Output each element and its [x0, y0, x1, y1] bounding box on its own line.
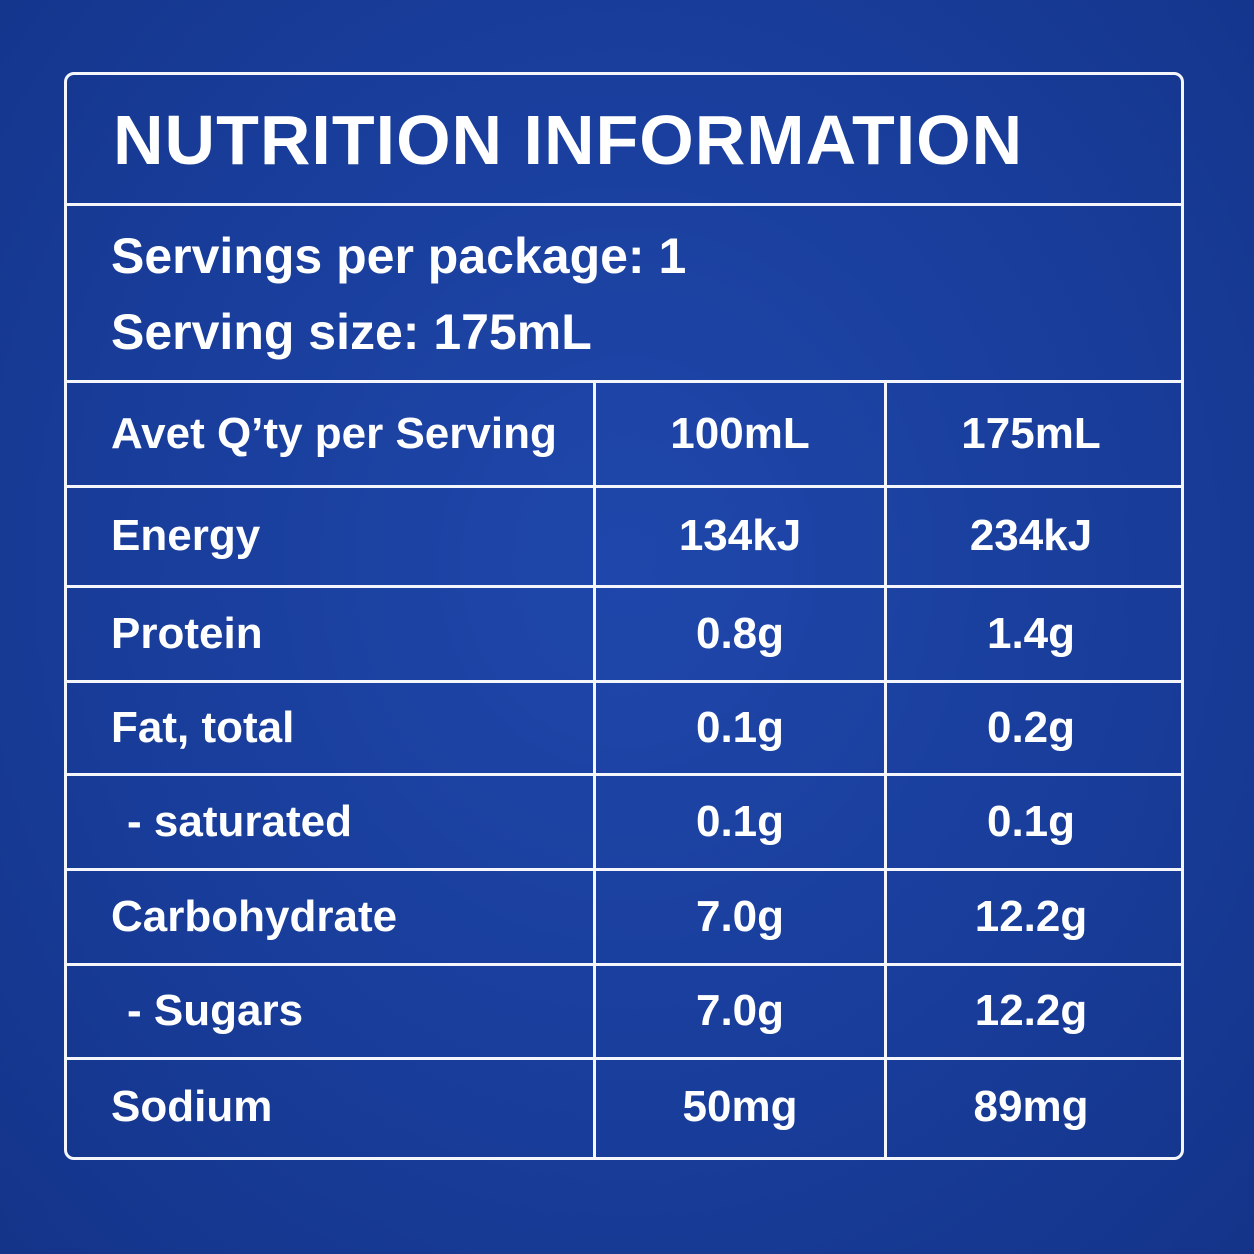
- table-cell: 0.1g: [986, 796, 1076, 846]
- table-cell: 89mg: [973, 1081, 1089, 1131]
- header-cell: 175mL: [961, 408, 1101, 458]
- table-cell: 12.2g: [974, 891, 1088, 941]
- divider: [67, 773, 1181, 776]
- table-cell: Energy: [111, 511, 261, 560]
- table-cell: 0.1g: [695, 702, 785, 752]
- table-cell: 50mg: [682, 1081, 798, 1131]
- table-cell: Protein: [111, 608, 263, 658]
- table-cell: 0.1g: [695, 796, 785, 846]
- title: NUTRITION INFORMATION: [113, 101, 1024, 179]
- serving-size: Serving size: 175mL: [111, 304, 592, 360]
- table-cell: 0.2g: [986, 702, 1076, 752]
- table-cell: Sodium: [111, 1081, 273, 1131]
- divider: [67, 485, 1181, 488]
- table-cell: - Sugars: [127, 986, 304, 1035]
- table-cell: Carbohydrate: [111, 891, 398, 941]
- table-cell: 7.0g: [695, 986, 785, 1035]
- column-divider: [884, 380, 887, 1157]
- table-cell: 1.4g: [986, 608, 1076, 658]
- divider: [67, 963, 1181, 966]
- header-cell: 100mL: [670, 408, 810, 458]
- column-divider: [593, 380, 596, 1157]
- nutrition-panel: NUTRITION INFORMATION Servings per packa…: [64, 72, 1184, 1160]
- servings-per-package: Servings per package: 1: [111, 228, 687, 284]
- table-cell: 0.8g: [695, 608, 785, 658]
- table-cell: 12.2g: [974, 986, 1088, 1035]
- divider: [67, 380, 1181, 383]
- divider: [67, 585, 1181, 588]
- table-cell: 234kJ: [969, 511, 1093, 560]
- table-cell: 134kJ: [678, 511, 802, 560]
- table-cell: - saturated: [127, 796, 352, 846]
- table-cell: Fat, total: [111, 702, 295, 752]
- divider: [67, 1057, 1181, 1060]
- divider: [67, 680, 1181, 683]
- divider: [67, 203, 1181, 206]
- header-cell: Avet Q’ty per Serving: [111, 408, 557, 458]
- divider: [67, 868, 1181, 871]
- table-cell: 7.0g: [695, 891, 785, 941]
